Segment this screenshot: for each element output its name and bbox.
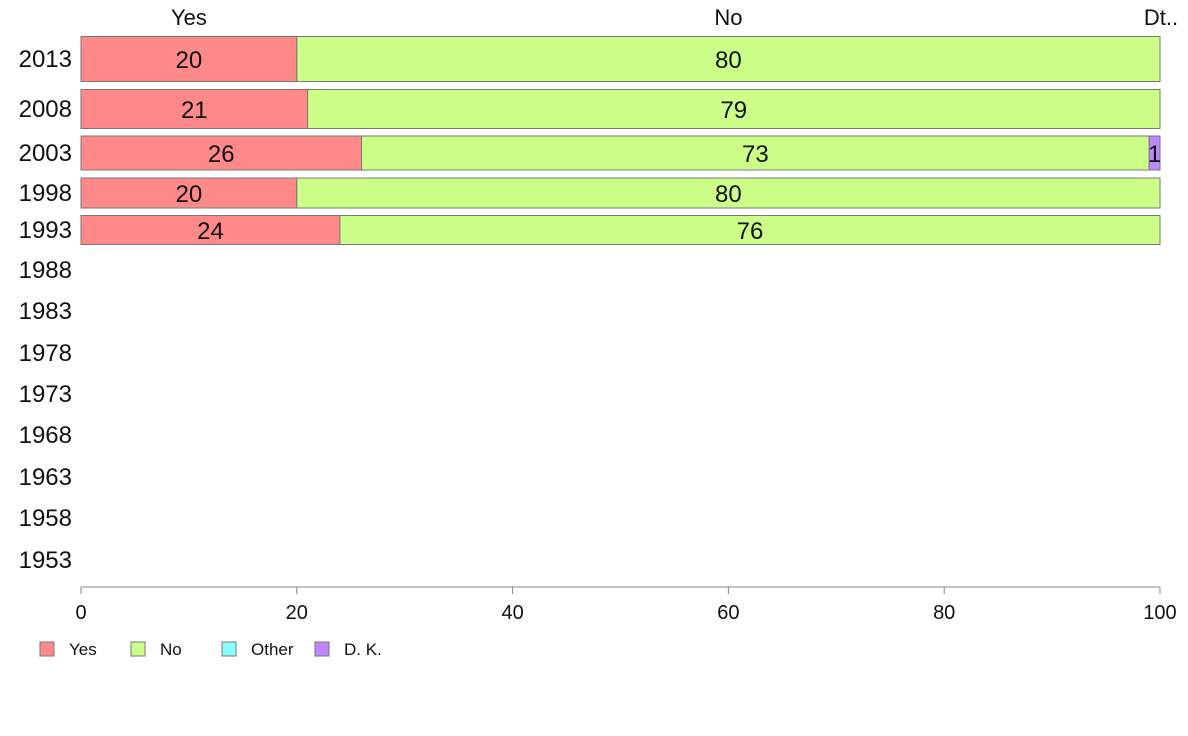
category-label: 1973 <box>19 381 72 408</box>
bar-segment <box>80 135 363 171</box>
bar-segment <box>80 177 298 209</box>
bar-segment <box>296 36 1161 82</box>
data-label: 79 <box>720 97 747 124</box>
bar-segment <box>1148 135 1161 171</box>
bar-segment <box>307 89 1161 129</box>
category-label: 2013 <box>19 46 72 73</box>
category-label: 1983 <box>19 298 72 325</box>
category-label: 1993 <box>19 217 72 244</box>
category-label: 1988 <box>19 257 72 284</box>
data-label: 21 <box>181 97 208 124</box>
category-label: 2003 <box>19 140 72 167</box>
legend-label: Yes <box>69 640 97 659</box>
data-label: 73 <box>742 141 769 168</box>
data-label: 76 <box>737 218 764 245</box>
bar-segment <box>296 177 1161 209</box>
legend-swatch <box>314 641 330 657</box>
x-tick-label: 20 <box>286 602 308 624</box>
category-label: 2008 <box>19 96 72 123</box>
legend-swatch <box>39 641 55 657</box>
data-label: 80 <box>715 47 742 74</box>
x-tick-label: 0 <box>75 602 86 624</box>
data-label: 26 <box>208 141 235 168</box>
category-label: 1998 <box>19 180 72 207</box>
category-label: 1958 <box>19 505 72 532</box>
x-tick-label: 60 <box>717 602 739 624</box>
category-label: 1963 <box>19 464 72 491</box>
x-tick-label: 80 <box>933 602 955 624</box>
bar-segment <box>361 135 1150 171</box>
legend-swatch <box>221 641 237 657</box>
column-header: Dt.. <box>1144 5 1178 30</box>
legend-label: D. K. <box>344 640 382 659</box>
legend-label: Other <box>251 640 294 659</box>
bar-segment <box>80 215 341 245</box>
legend-label: No <box>160 640 182 659</box>
data-label: 20 <box>176 181 203 208</box>
category-label: 1978 <box>19 340 72 367</box>
bar-segment <box>80 36 298 82</box>
x-tick-label: 40 <box>501 602 523 624</box>
column-header: No <box>714 5 742 30</box>
data-label: 24 <box>197 218 224 245</box>
column-header: Yes <box>171 5 207 30</box>
category-label: 1953 <box>19 547 72 574</box>
data-label: 20 <box>176 47 203 74</box>
x-tick-label: 100 <box>1143 602 1176 624</box>
legend-swatch <box>130 641 146 657</box>
bar-segment <box>339 215 1161 245</box>
data-label: 1 <box>1148 141 1161 168</box>
bar-segment <box>80 89 309 129</box>
category-label: 1968 <box>19 422 72 449</box>
data-label: 80 <box>715 181 742 208</box>
